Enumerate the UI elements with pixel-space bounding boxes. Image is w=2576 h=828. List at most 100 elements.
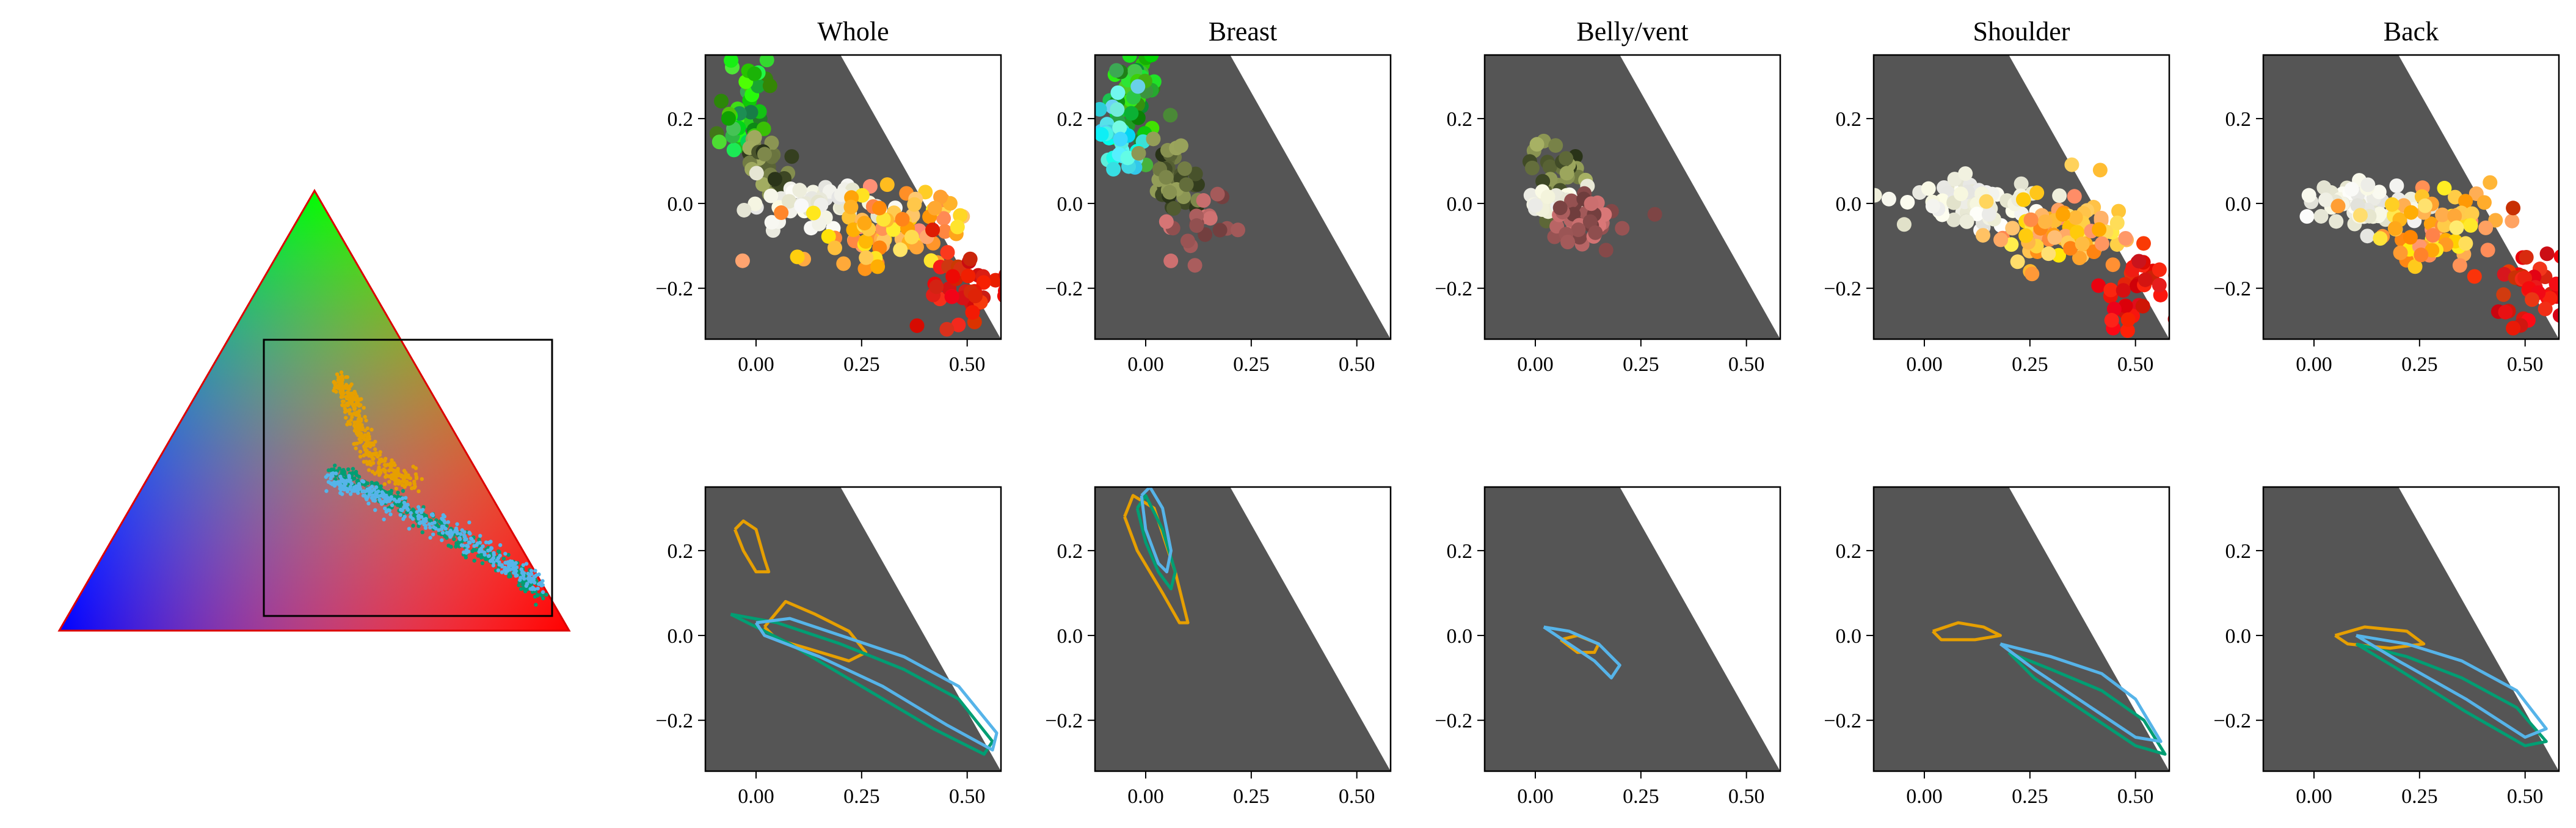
ternary-point	[374, 485, 379, 489]
y-tick-label: 0.0	[1836, 193, 1862, 216]
data-point	[2118, 298, 2133, 313]
ternary-point	[364, 418, 368, 423]
data-point	[857, 261, 873, 276]
data-point	[2178, 317, 2193, 331]
ternary-point	[345, 401, 349, 406]
ternary-point	[522, 571, 526, 576]
data-point	[2052, 188, 2067, 203]
data-point	[1559, 151, 1574, 166]
ternary-point	[467, 530, 471, 535]
ternary-point	[424, 513, 428, 518]
data-point	[763, 188, 779, 203]
valid-region	[1485, 55, 1780, 339]
ternary-point	[357, 437, 362, 441]
ternary-point	[521, 563, 526, 567]
x-tick-label: 0.25	[843, 353, 880, 376]
data-point	[1188, 166, 1203, 181]
ternary-point	[377, 497, 382, 502]
data-point	[2091, 278, 2106, 293]
ternary-point	[405, 480, 409, 484]
data-point	[2329, 214, 2344, 229]
data-point	[2135, 299, 2150, 314]
ternary-point	[427, 522, 432, 526]
x-tick-label: 0.50	[2117, 353, 2154, 376]
ternary-point	[536, 582, 541, 587]
ternary-point	[534, 603, 538, 607]
ternary-point	[399, 507, 403, 512]
data-point	[2109, 215, 2125, 230]
ternary-point	[467, 540, 471, 545]
data-point	[2352, 208, 2368, 223]
ternary-point	[396, 466, 400, 471]
data-point	[904, 229, 919, 244]
ternary-point	[346, 387, 351, 391]
x-tick-label: 0.50	[1728, 785, 1765, 808]
ternary-point	[372, 452, 377, 456]
ternary-point	[347, 474, 351, 478]
contour-line	[2007, 651, 2167, 756]
data-point	[939, 321, 955, 337]
data-point	[2393, 245, 2408, 260]
ternary-point	[352, 389, 357, 394]
y-tick-label: −0.2	[1824, 278, 1861, 301]
y-tick-label: 0.2	[1836, 540, 1862, 563]
x-tick-label: 0.50	[949, 353, 986, 376]
ternary-point	[412, 482, 417, 486]
ternary-point	[379, 484, 383, 489]
ternary-point	[342, 487, 346, 492]
ternary-point	[363, 433, 367, 438]
data-point	[929, 279, 944, 295]
axes-frame	[1483, 54, 1781, 340]
ternary-point	[355, 400, 360, 405]
y-tick-label: −0.2	[655, 710, 693, 733]
data-point	[2015, 192, 2031, 207]
data-point	[2072, 251, 2087, 266]
data-point	[907, 197, 922, 212]
data-point	[1560, 235, 1576, 250]
ternary-point	[369, 427, 374, 432]
x-tick-label: 0.50	[2507, 353, 2544, 376]
y-tick-label: −0.2	[1045, 710, 1083, 733]
ternary-point	[354, 473, 359, 477]
data-point	[2464, 206, 2480, 221]
ternary-point	[346, 467, 351, 472]
data-point	[2403, 230, 2418, 245]
ternary-point	[341, 391, 346, 395]
axes-frame	[2262, 54, 2560, 340]
y-tick-label: 0.2	[2225, 108, 2252, 131]
data-point	[933, 189, 948, 205]
data-point	[714, 93, 729, 109]
ternary-point	[349, 399, 354, 404]
ternary-point	[507, 574, 511, 579]
ternary-point	[377, 468, 382, 473]
data-point	[784, 149, 799, 164]
ternary-point	[524, 562, 529, 566]
panel-title: Breast	[1209, 16, 1277, 46]
ternary-point	[414, 476, 419, 480]
ternary-point	[522, 587, 526, 591]
data-point	[2447, 208, 2462, 224]
ternary-point	[335, 372, 340, 376]
data-point	[2552, 308, 2559, 323]
ternary-point	[419, 510, 424, 515]
ternary-point	[340, 399, 345, 404]
ternary-point	[492, 551, 496, 555]
ternary-point	[522, 576, 526, 581]
ternary-point	[382, 482, 387, 486]
y-tick-label: 0.2	[668, 108, 694, 131]
ternary-point	[366, 431, 371, 436]
data-point	[2553, 249, 2559, 264]
x-tick-label: 0.50	[1339, 785, 1375, 808]
data-point	[1124, 106, 1139, 121]
ternary-point	[428, 526, 432, 530]
ternary-point	[348, 422, 352, 427]
data-point	[2458, 194, 2473, 209]
ternary-point	[462, 530, 467, 534]
data-point	[1925, 199, 1940, 214]
data-point	[759, 55, 774, 68]
x-tick-label: 0.00	[1906, 785, 1943, 808]
ternary-point	[354, 412, 358, 417]
ternary-point	[463, 535, 467, 539]
ternary-point	[329, 472, 334, 476]
